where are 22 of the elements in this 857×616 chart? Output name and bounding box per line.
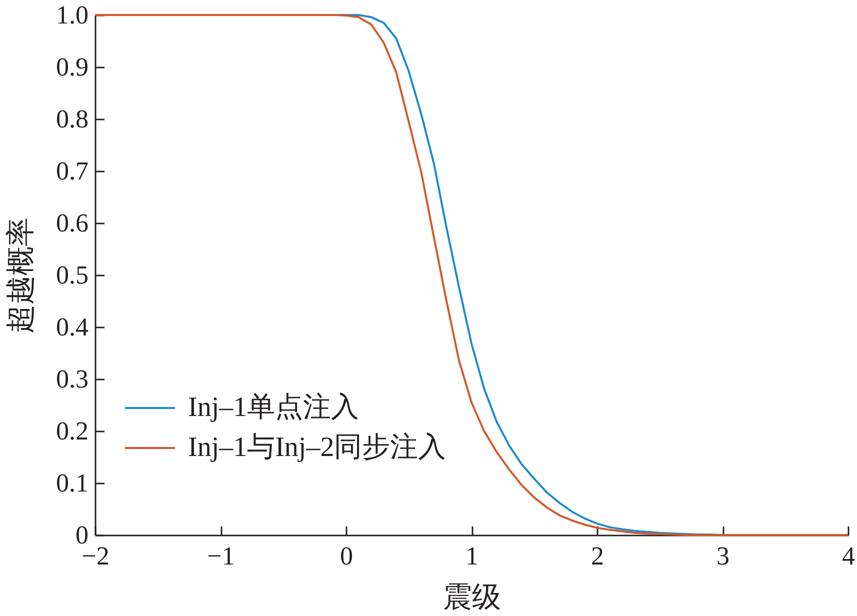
y-tick-label: 0.3 bbox=[56, 364, 88, 394]
legend-label: Inj–1与Inj–2同步注入 bbox=[188, 432, 446, 463]
y-tick-label: 0.1 bbox=[56, 468, 88, 498]
x-axis-title: 震级 bbox=[443, 582, 501, 614]
y-axis-title: 超越概率 bbox=[5, 218, 37, 334]
y-tick-label: 0.2 bbox=[56, 416, 88, 446]
line-series bbox=[94, 14, 849, 536]
y-tick-label: 0.4 bbox=[56, 312, 88, 342]
x-tick-label: 0 bbox=[340, 542, 353, 570]
y-tick-label: 0.9 bbox=[56, 52, 88, 82]
x-tick-label: 4 bbox=[842, 542, 855, 570]
y-tick-label: 0.6 bbox=[56, 208, 88, 238]
y-tick-label: 0.8 bbox=[56, 104, 88, 134]
x-tick-label: 3 bbox=[716, 542, 730, 570]
y-tick-label: 1.0 bbox=[56, 0, 88, 30]
x-tick-label: 1 bbox=[466, 542, 478, 570]
y-tick-label: 0.7 bbox=[56, 156, 88, 186]
y-tick-label: 0.5 bbox=[56, 260, 88, 290]
x-tick-label: −1 bbox=[207, 542, 235, 570]
x-tick-label: 2 bbox=[591, 542, 604, 570]
legend-label: Inj–1单点注入 bbox=[188, 392, 360, 423]
y-tick-label: 0 bbox=[76, 520, 88, 550]
